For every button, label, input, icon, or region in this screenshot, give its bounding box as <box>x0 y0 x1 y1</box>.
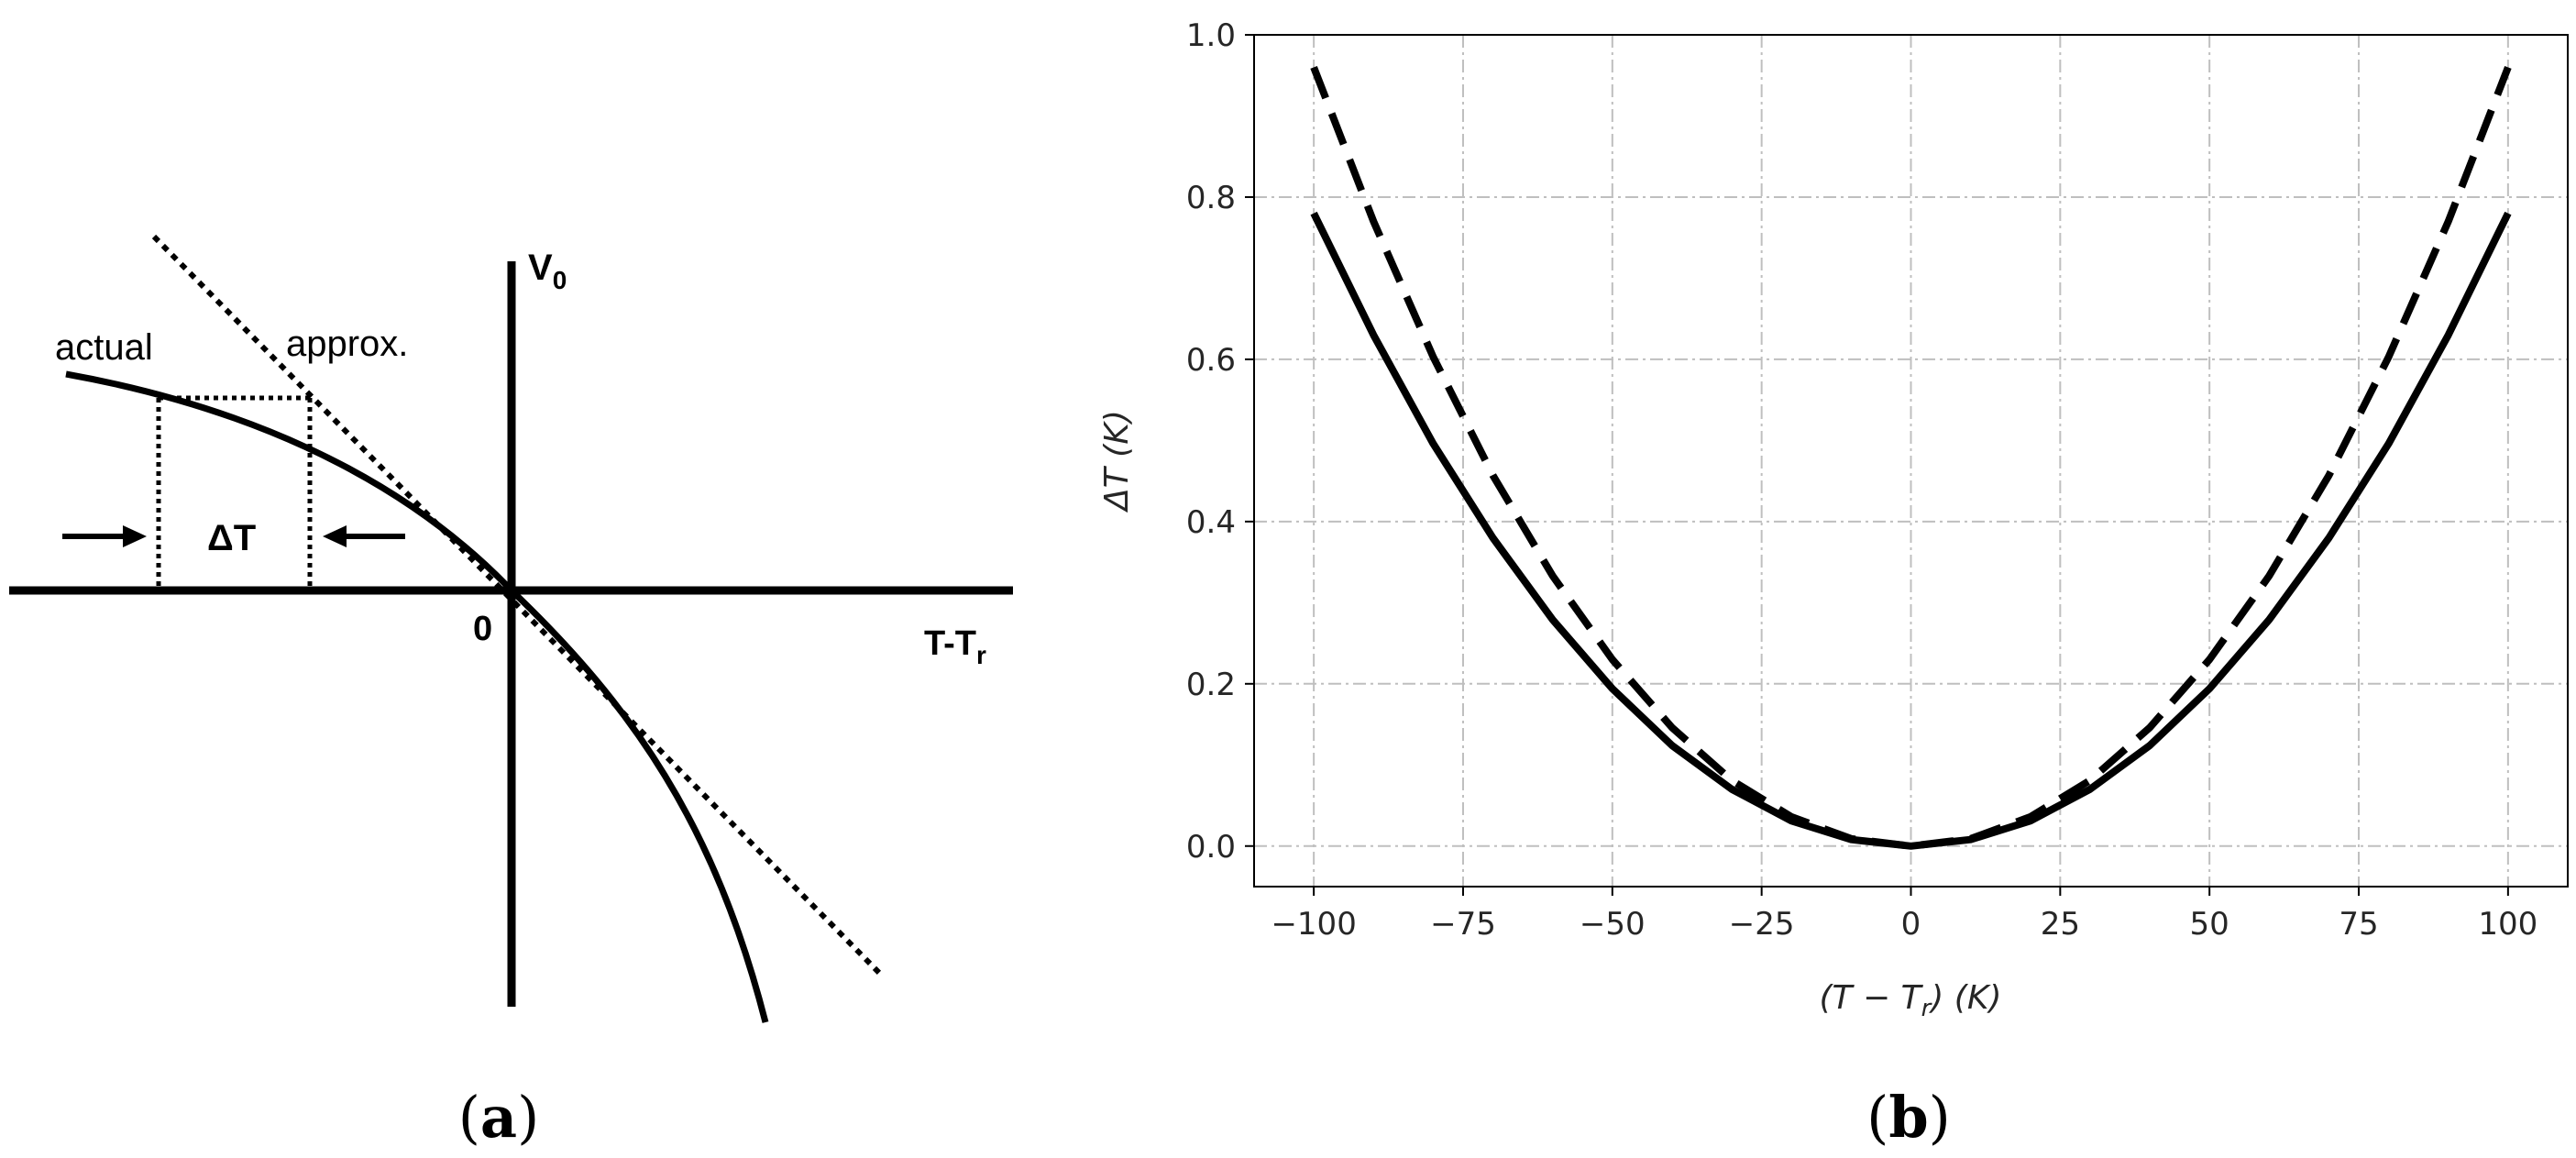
x-tick-label: −50 <box>1580 906 1646 943</box>
label-approx: approx. <box>286 324 408 364</box>
right-arrow <box>323 525 405 547</box>
y-tick-label: 0.0 <box>1186 829 1236 866</box>
series-line-solid <box>1310 211 2512 850</box>
caption-b: (b) <box>1866 1084 1951 1151</box>
x-tick-label: −100 <box>1271 906 1356 943</box>
y-tick-label: 0.6 <box>1186 342 1236 379</box>
x-tick-label: 75 <box>2339 906 2378 943</box>
delta-t-chart: −100 −75 −50 −25 0 25 50 75 100 0.0 0.2 0.4 0.6 0.8 1.… <box>1098 17 2569 1022</box>
actual-curve <box>65 370 769 1023</box>
x-tick-label: −25 <box>1729 906 1795 943</box>
x-axis-label: (T − Tr) (K) <box>1820 979 2002 1022</box>
y-axis-label: ΔT (K) <box>1098 410 1136 513</box>
x-tick-label: 25 <box>2041 906 2080 943</box>
origin-label: 0 <box>473 610 492 648</box>
x-tick-label: 0 <box>1901 906 1921 943</box>
y-tick-label: 0.4 <box>1186 504 1236 541</box>
series <box>1310 65 2512 850</box>
sketch-x-axis-label: T-Tr <box>924 624 986 669</box>
left-arrow <box>62 525 147 547</box>
sketch-y-axis-label: V0 <box>528 248 567 294</box>
x-tick-label: 100 <box>2478 906 2537 943</box>
y-tick-label: 0.8 <box>1186 180 1236 216</box>
x-tick-label: 50 <box>2190 906 2229 943</box>
y-tick-label: 0.2 <box>1186 667 1236 703</box>
x-tick-label: −75 <box>1430 906 1496 943</box>
ticks: −100 −75 −50 −25 0 25 50 75 100 0.0 0.2 0.4 0.6 0.8 1.… <box>1186 17 2537 943</box>
label-actual: actual <box>55 327 153 368</box>
caption-a: (a) <box>458 1084 540 1151</box>
approx-tangent-line <box>151 234 883 976</box>
panel-a-sketch: actual approx. ΔT V0 T-Tr 0 <box>9 234 1013 1023</box>
grid <box>1254 34 2568 887</box>
y-tick-label: 1.0 <box>1186 17 1236 54</box>
label-delta-t: ΔT <box>207 518 256 558</box>
